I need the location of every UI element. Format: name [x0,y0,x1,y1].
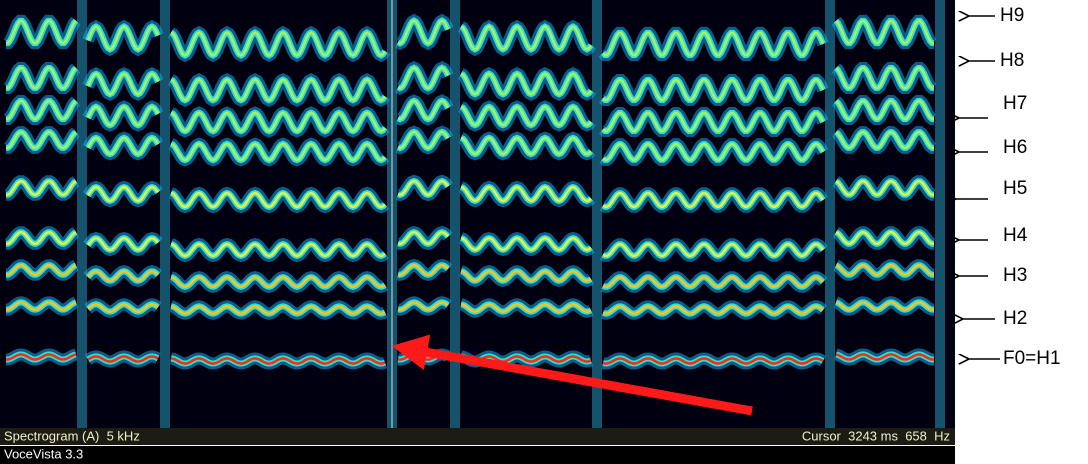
trace-core [397,99,450,121]
trace-core [460,269,592,283]
trace-core [602,191,825,209]
trace-core [835,179,934,197]
status-right: Cursor 3243 ms 658 Hz [802,428,950,443]
trace-core [835,301,934,311]
trace-core [6,99,77,121]
trace-core [460,25,593,51]
trace-core [6,19,77,45]
trace-core [170,142,386,162]
status-left: Spectrogram (A) 5 kHz [4,428,140,443]
app-title: VoceVista 3.3 [4,446,83,461]
segment-edge [450,0,460,428]
trace-core [86,25,160,51]
harmonic-label: F0=H1 [1003,348,1061,369]
harmonic-labels: H9 H8 H7 H6 H5 H4 H3 H2 F0=H1 [955,5,1061,369]
trace-core [602,142,825,162]
harmonic-label: H4 [1003,225,1028,246]
harmonic-label: H3 [1003,265,1027,286]
trace-core [86,72,160,96]
segment-edge [935,0,945,428]
trace-core [835,66,934,90]
trace-core [170,275,386,289]
segment-edge [160,0,170,428]
trace-core [602,305,824,315]
trace-core [170,242,386,258]
trace-core [835,230,934,246]
trace-core [602,242,824,258]
trace-core [6,353,77,361]
harmonic-label: H7 [1003,93,1027,114]
annotation-arrow [391,334,753,416]
trace-core [397,263,449,277]
trace-core [397,179,450,197]
trace-core [835,353,934,361]
trace-core [6,130,77,150]
trace-core [835,99,934,121]
title-bar [0,446,955,464]
trace-core [6,66,77,90]
trace-core [87,355,159,363]
segment-edge [825,0,835,428]
trace-core [170,31,387,57]
harmonic-label: H8 [1000,50,1024,71]
segment-edge [592,0,602,428]
trace-core [397,130,450,150]
trace-core [170,191,386,209]
trace-core [6,301,77,311]
trace-core [602,276,824,288]
trace-core [602,31,825,57]
trace-core [602,357,824,365]
trace-core [602,78,825,102]
harmonic-label: H5 [1003,178,1027,199]
trace-core [460,72,593,96]
trace-core [460,303,592,313]
trace-core [835,264,934,276]
trace-core [6,179,77,197]
trace-core [397,19,450,45]
trace-core [397,66,450,90]
trace-core [170,305,386,315]
trace-core [397,301,449,311]
trace-core [460,185,592,203]
trace-core [87,236,159,252]
trace-core [170,78,387,102]
trace-core [86,105,160,127]
trace-core [86,136,160,156]
trace-core [6,264,77,276]
harmonic-traces [3,13,937,370]
trace-core [170,111,386,133]
trace-core [460,105,592,127]
trace-core [460,236,592,252]
harmonic-label: H9 [1000,5,1024,26]
trace-core [86,185,160,203]
trace-core [6,230,77,246]
trace-core [460,136,592,156]
trace-core [397,230,449,246]
trace-core [602,111,825,133]
trace-core [87,303,159,313]
status-bar [0,428,955,445]
trace-core [170,357,386,365]
harmonic-label: H2 [1003,308,1027,329]
harmonic-label: H6 [1003,137,1027,158]
trace-core [835,130,934,150]
segment-edge [77,0,87,428]
trace-core [87,269,159,283]
trace-core [835,19,934,45]
